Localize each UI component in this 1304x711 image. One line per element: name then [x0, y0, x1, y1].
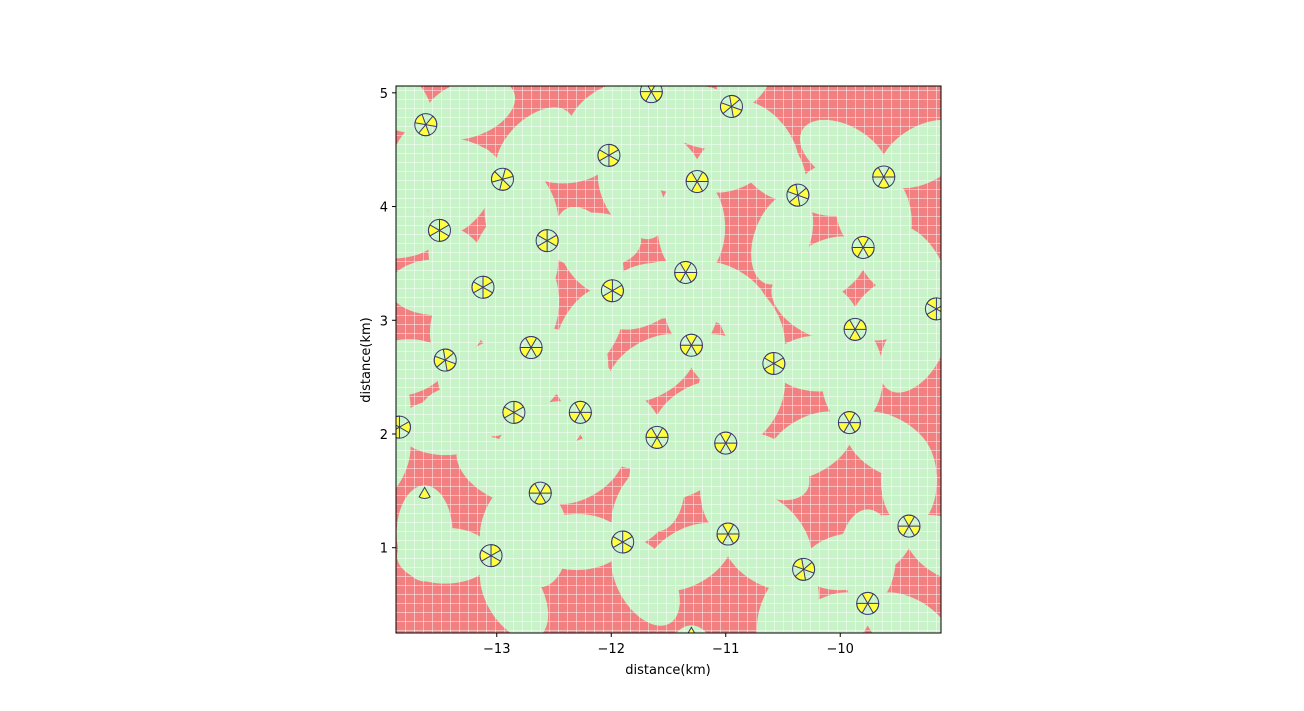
antenna-ring: [471, 275, 495, 299]
antenna-site: [897, 514, 921, 538]
antenna-ring: [872, 165, 896, 189]
antenna-ring: [762, 351, 786, 375]
antenna-site: [611, 530, 635, 554]
plot-area: [396, 86, 941, 633]
antenna-ring: [479, 544, 503, 568]
x-tick-label: −12: [598, 642, 625, 657]
antenna-site: [679, 333, 703, 357]
antenna-site: [471, 275, 495, 299]
antenna-ring: [639, 86, 663, 104]
antenna-site: [714, 431, 738, 455]
antenna-site: [645, 425, 669, 449]
coverage-lobe: [934, 280, 941, 337]
antenna-site: [924, 297, 941, 321]
coverage-lobe: [636, 86, 667, 94]
antenna-site: [433, 348, 457, 372]
y-tick-label: 2: [380, 428, 388, 443]
y-axis-label: distance(km): [359, 317, 374, 402]
antenna-ring: [490, 167, 514, 191]
antenna-site: [519, 336, 543, 360]
antenna-ring: [792, 557, 816, 581]
antenna-ring: [535, 229, 559, 253]
antenna-site: [719, 94, 743, 118]
antenna-site: [535, 229, 559, 253]
antenna-site: [639, 86, 663, 104]
antenna-site: [414, 113, 438, 137]
antenna-site: [716, 522, 740, 546]
antenna-ring: [568, 400, 592, 424]
antenna-ring: [837, 411, 861, 435]
antenna-ring: [502, 400, 526, 424]
antenna-sites: [396, 86, 941, 633]
y-tick-label: 5: [380, 87, 388, 102]
antenna-ring: [679, 333, 703, 357]
antenna-site: [843, 317, 867, 341]
y-tick-label: 1: [380, 542, 388, 557]
x-tick-label: −10: [827, 642, 854, 657]
antenna-ring: [414, 113, 438, 137]
antenna-site: [600, 279, 624, 303]
antenna-ring: [674, 261, 698, 285]
antenna-ring: [719, 94, 743, 118]
antenna-sector: [396, 426, 400, 439]
antenna-site: [786, 183, 810, 207]
antenna-ring: [519, 336, 543, 360]
antenna-ring: [433, 348, 457, 372]
antenna-ring: [714, 431, 738, 455]
antenna-site: [418, 486, 431, 499]
plot-frame: [395, 85, 942, 634]
antenna-site: [396, 415, 411, 439]
antenna-ring: [924, 297, 941, 321]
antenna-ring: [645, 425, 669, 449]
antenna-ring: [428, 218, 452, 242]
antenna-ring: [396, 415, 411, 439]
antenna-site: [872, 165, 896, 189]
antenna-site: [490, 167, 514, 191]
antenna-site: [856, 591, 880, 615]
antenna-site: [428, 218, 452, 242]
x-axis-label: distance(km): [625, 663, 710, 678]
antenna-ring: [528, 481, 552, 505]
antenna-site: [685, 170, 709, 194]
antenna-site: [528, 481, 552, 505]
y-tick-label: 3: [380, 314, 388, 329]
x-tick-label: −11: [712, 642, 739, 657]
antenna-ring: [600, 279, 624, 303]
antenna-sector: [935, 305, 941, 313]
x-axis-ticks: −13 −12 −11 −10: [483, 633, 854, 657]
y-tick-label: 4: [380, 201, 388, 216]
antenna-site: [837, 411, 861, 435]
antenna-site: [851, 235, 875, 259]
antenna-site: [674, 261, 698, 285]
antenna-ring: [597, 143, 621, 167]
antenna-site: [479, 544, 503, 568]
antenna-sector: [418, 486, 431, 499]
antenna-site: [792, 557, 816, 581]
x-tick-label: −13: [483, 642, 510, 657]
antenna-ring: [716, 522, 740, 546]
antenna-site: [762, 351, 786, 375]
antenna-ring: [786, 183, 810, 207]
antenna-ring: [856, 591, 880, 615]
antenna-ring: [685, 170, 709, 194]
y-axis-ticks: 1 2 3 4 5: [380, 87, 396, 557]
mesh-overlay: [396, 86, 941, 633]
antenna-ring: [611, 530, 635, 554]
antenna-site: [687, 626, 696, 633]
antenna-ring: [851, 235, 875, 259]
antenna-site: [502, 400, 526, 424]
antenna-ring: [897, 514, 921, 538]
antenna-site: [597, 143, 621, 167]
antenna-sector: [687, 626, 696, 633]
antenna-sector: [396, 415, 400, 429]
antenna-site: [568, 400, 592, 424]
antenna-ring: [843, 317, 867, 341]
antenna-sector: [647, 86, 656, 93]
